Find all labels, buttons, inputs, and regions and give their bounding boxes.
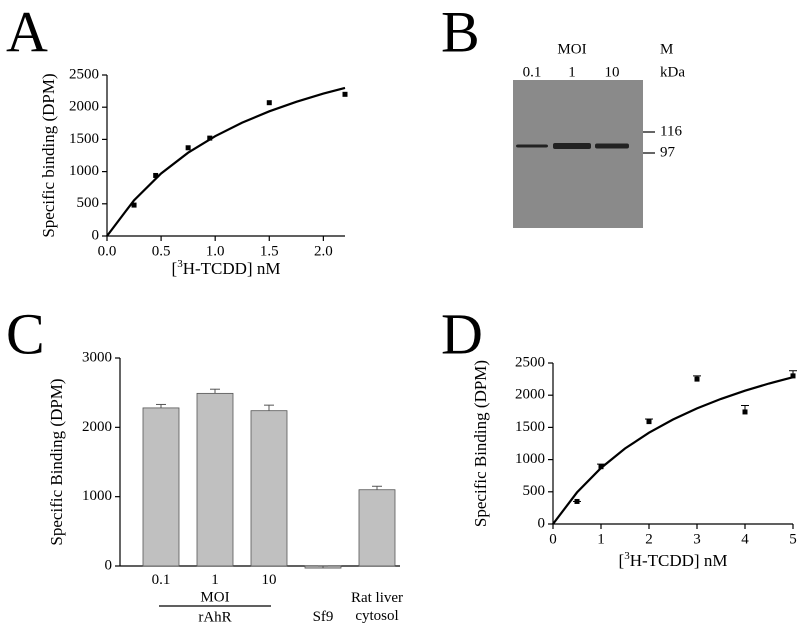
x-axis-label: [3H-TCDD] nM — [619, 550, 728, 570]
x-tick-label: 2.0 — [314, 243, 333, 259]
y-tick-label: 1000 — [69, 163, 99, 179]
y-axis-label: Specific Binding (DPM) — [47, 378, 66, 545]
fit-curve — [106, 86, 346, 237]
x-label-part: [ — [619, 551, 625, 570]
lane-label: 0.1 — [523, 64, 542, 80]
x-tick-label: 4 — [741, 531, 749, 547]
y-tick-label: 0 — [538, 515, 546, 531]
data-point — [207, 135, 213, 141]
marker-title: M — [660, 41, 673, 57]
y-tick-label: 2000 — [515, 387, 545, 403]
y-tick-label: 1000 — [515, 451, 545, 467]
x-tick-label: 1 — [597, 531, 605, 547]
x-axis-label: [3H-TCDD] nM — [172, 258, 281, 278]
data-point — [342, 91, 348, 97]
y-axis-label: Specific binding (DPM) — [39, 73, 58, 237]
y-tick-label: 1000 — [82, 488, 112, 504]
fit-curve — [552, 376, 794, 525]
data-point — [694, 376, 700, 382]
panel-letter: C — [6, 301, 45, 366]
panel-letter: D — [441, 301, 483, 366]
data-point — [598, 464, 604, 470]
group-label: MOI — [557, 41, 586, 57]
category-text: 0.1 — [151, 572, 171, 588]
category-label: 0.1 — [151, 572, 171, 588]
x-label-part: H-TCDD] nM — [183, 259, 281, 278]
y-tick-label: 0 — [105, 557, 113, 573]
group-title: MOI — [200, 589, 229, 605]
y-tick-label: 2500 — [69, 66, 99, 82]
x-tick-label: 0.0 — [98, 243, 117, 259]
bar — [250, 410, 288, 567]
x-label-part: [ — [172, 259, 178, 278]
y-tick-label: 0 — [92, 227, 100, 243]
category-label: Sf9 — [312, 609, 334, 625]
data-point — [790, 373, 796, 379]
bar — [142, 407, 180, 567]
data-point — [646, 419, 652, 425]
y-tick-label: 500 — [523, 483, 546, 499]
x-tick-label: 2 — [645, 531, 653, 547]
y-tick-label: 2000 — [82, 419, 112, 435]
marker-label: 97 — [660, 144, 676, 160]
y-tick-label: 2000 — [69, 99, 99, 115]
category-text: Rat liver cytosol — [350, 590, 404, 624]
marker-unit: kDa — [660, 64, 685, 80]
x-tick-label: 3 — [693, 531, 701, 547]
data-point — [185, 145, 191, 151]
x-tick-label: 1.0 — [206, 243, 225, 259]
x-tick-label: 0 — [549, 531, 557, 547]
x-label-part: H-TCDD] nM — [630, 551, 728, 570]
y-tick-label: 500 — [77, 195, 100, 211]
category-label: 10 — [261, 572, 277, 588]
category-text: 10 — [261, 572, 277, 588]
band — [516, 144, 548, 148]
group-name: rAhR — [198, 609, 231, 625]
y-tick-label: 1500 — [515, 419, 545, 435]
x-tick-label: 1.5 — [260, 243, 279, 259]
bar — [196, 392, 234, 567]
data-point — [266, 100, 272, 106]
data-point — [742, 409, 748, 415]
lane-label: 1 — [568, 64, 576, 80]
marker-label: 116 — [660, 123, 682, 139]
category-text: 1 — [211, 572, 219, 588]
band — [595, 143, 629, 149]
gel — [513, 80, 643, 228]
data-point — [574, 498, 580, 504]
panel-letter: A — [6, 0, 48, 64]
x-label-sup: 3 — [177, 258, 183, 270]
x-tick-label: 0.5 — [152, 243, 171, 259]
x-label-sup: 3 — [624, 550, 630, 562]
data-point — [153, 172, 159, 178]
category-label: Rat liver cytosol — [350, 590, 404, 624]
y-tick-label: 2500 — [515, 354, 545, 370]
category-text: Sf9 — [312, 609, 334, 625]
category-label: 1 — [211, 572, 219, 588]
data-point — [131, 202, 137, 208]
y-tick-label: 1500 — [69, 131, 99, 147]
y-axis-label: Specific Binding (DPM) — [471, 360, 490, 527]
lane-label: 10 — [605, 64, 620, 80]
panel-letter: B — [441, 0, 480, 64]
band — [553, 143, 591, 149]
x-tick-label: 5 — [789, 531, 797, 547]
y-tick-label: 3000 — [82, 349, 112, 365]
bar — [358, 489, 396, 567]
